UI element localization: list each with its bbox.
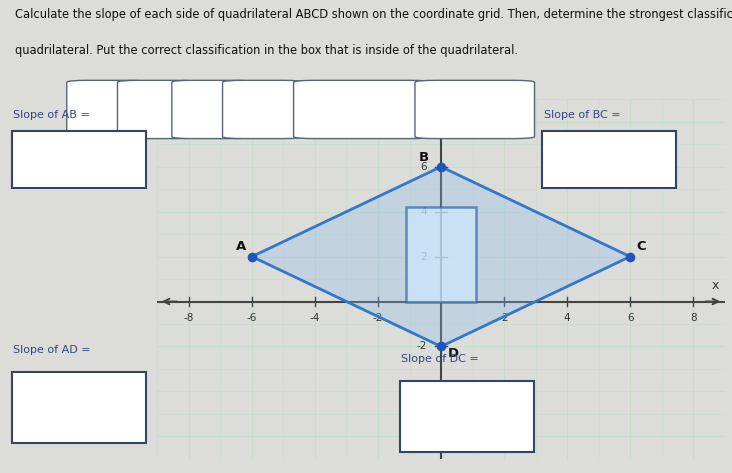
FancyBboxPatch shape bbox=[294, 80, 431, 139]
Text: Slope of AB =: Slope of AB = bbox=[13, 110, 90, 120]
Text: 4: 4 bbox=[564, 313, 570, 323]
Text: 2: 2 bbox=[420, 252, 427, 262]
Text: 4: 4 bbox=[420, 207, 427, 217]
Text: $-\frac{3}{2}$: $-\frac{3}{2}$ bbox=[205, 96, 225, 121]
Text: 2: 2 bbox=[501, 313, 507, 323]
Text: -4: -4 bbox=[310, 313, 320, 323]
Text: Calculate the slope of each side of quadrilateral ABCD shown on the coordinate g: Calculate the slope of each side of quad… bbox=[15, 9, 732, 21]
FancyBboxPatch shape bbox=[117, 80, 198, 139]
Text: y: y bbox=[449, 95, 456, 108]
FancyBboxPatch shape bbox=[223, 80, 304, 139]
Text: -8: -8 bbox=[184, 313, 194, 323]
Text: x: x bbox=[712, 279, 719, 292]
Text: C: C bbox=[636, 240, 646, 253]
Bar bbox=[400, 381, 534, 452]
Text: 8: 8 bbox=[690, 313, 696, 323]
Text: -6: -6 bbox=[247, 313, 257, 323]
Text: -6: -6 bbox=[417, 431, 427, 441]
Text: -2: -2 bbox=[417, 342, 427, 351]
Bar bbox=[406, 207, 476, 302]
FancyBboxPatch shape bbox=[415, 80, 534, 139]
Text: -4: -4 bbox=[417, 386, 427, 396]
Text: 8: 8 bbox=[420, 117, 427, 127]
Text: $\frac{2}{3}$: $\frac{2}{3}$ bbox=[105, 96, 114, 121]
Bar bbox=[12, 372, 146, 443]
Text: parallelogram: parallelogram bbox=[316, 102, 409, 115]
FancyBboxPatch shape bbox=[67, 80, 148, 139]
Bar bbox=[542, 131, 676, 188]
FancyBboxPatch shape bbox=[172, 80, 253, 139]
Text: -2: -2 bbox=[373, 313, 383, 323]
Text: $\frac{3}{2}$: $\frac{3}{2}$ bbox=[261, 96, 270, 121]
Text: A: A bbox=[236, 240, 247, 253]
Text: Slope of AD =: Slope of AD = bbox=[13, 345, 91, 355]
Bar bbox=[12, 131, 146, 188]
Text: 6: 6 bbox=[627, 313, 633, 323]
Text: rhombus: rhombus bbox=[446, 102, 504, 115]
Text: $-\frac{2}{3}$: $-\frac{2}{3}$ bbox=[151, 96, 171, 121]
Text: B: B bbox=[419, 151, 429, 164]
Text: 6: 6 bbox=[420, 162, 427, 172]
Text: Slope of BC =: Slope of BC = bbox=[544, 110, 620, 120]
Polygon shape bbox=[252, 167, 630, 346]
Text: D: D bbox=[447, 347, 458, 359]
Text: Slope of DC =: Slope of DC = bbox=[401, 354, 479, 364]
Text: quadrilateral. Put the correct classification in the box that is inside of the q: quadrilateral. Put the correct classific… bbox=[15, 44, 518, 57]
